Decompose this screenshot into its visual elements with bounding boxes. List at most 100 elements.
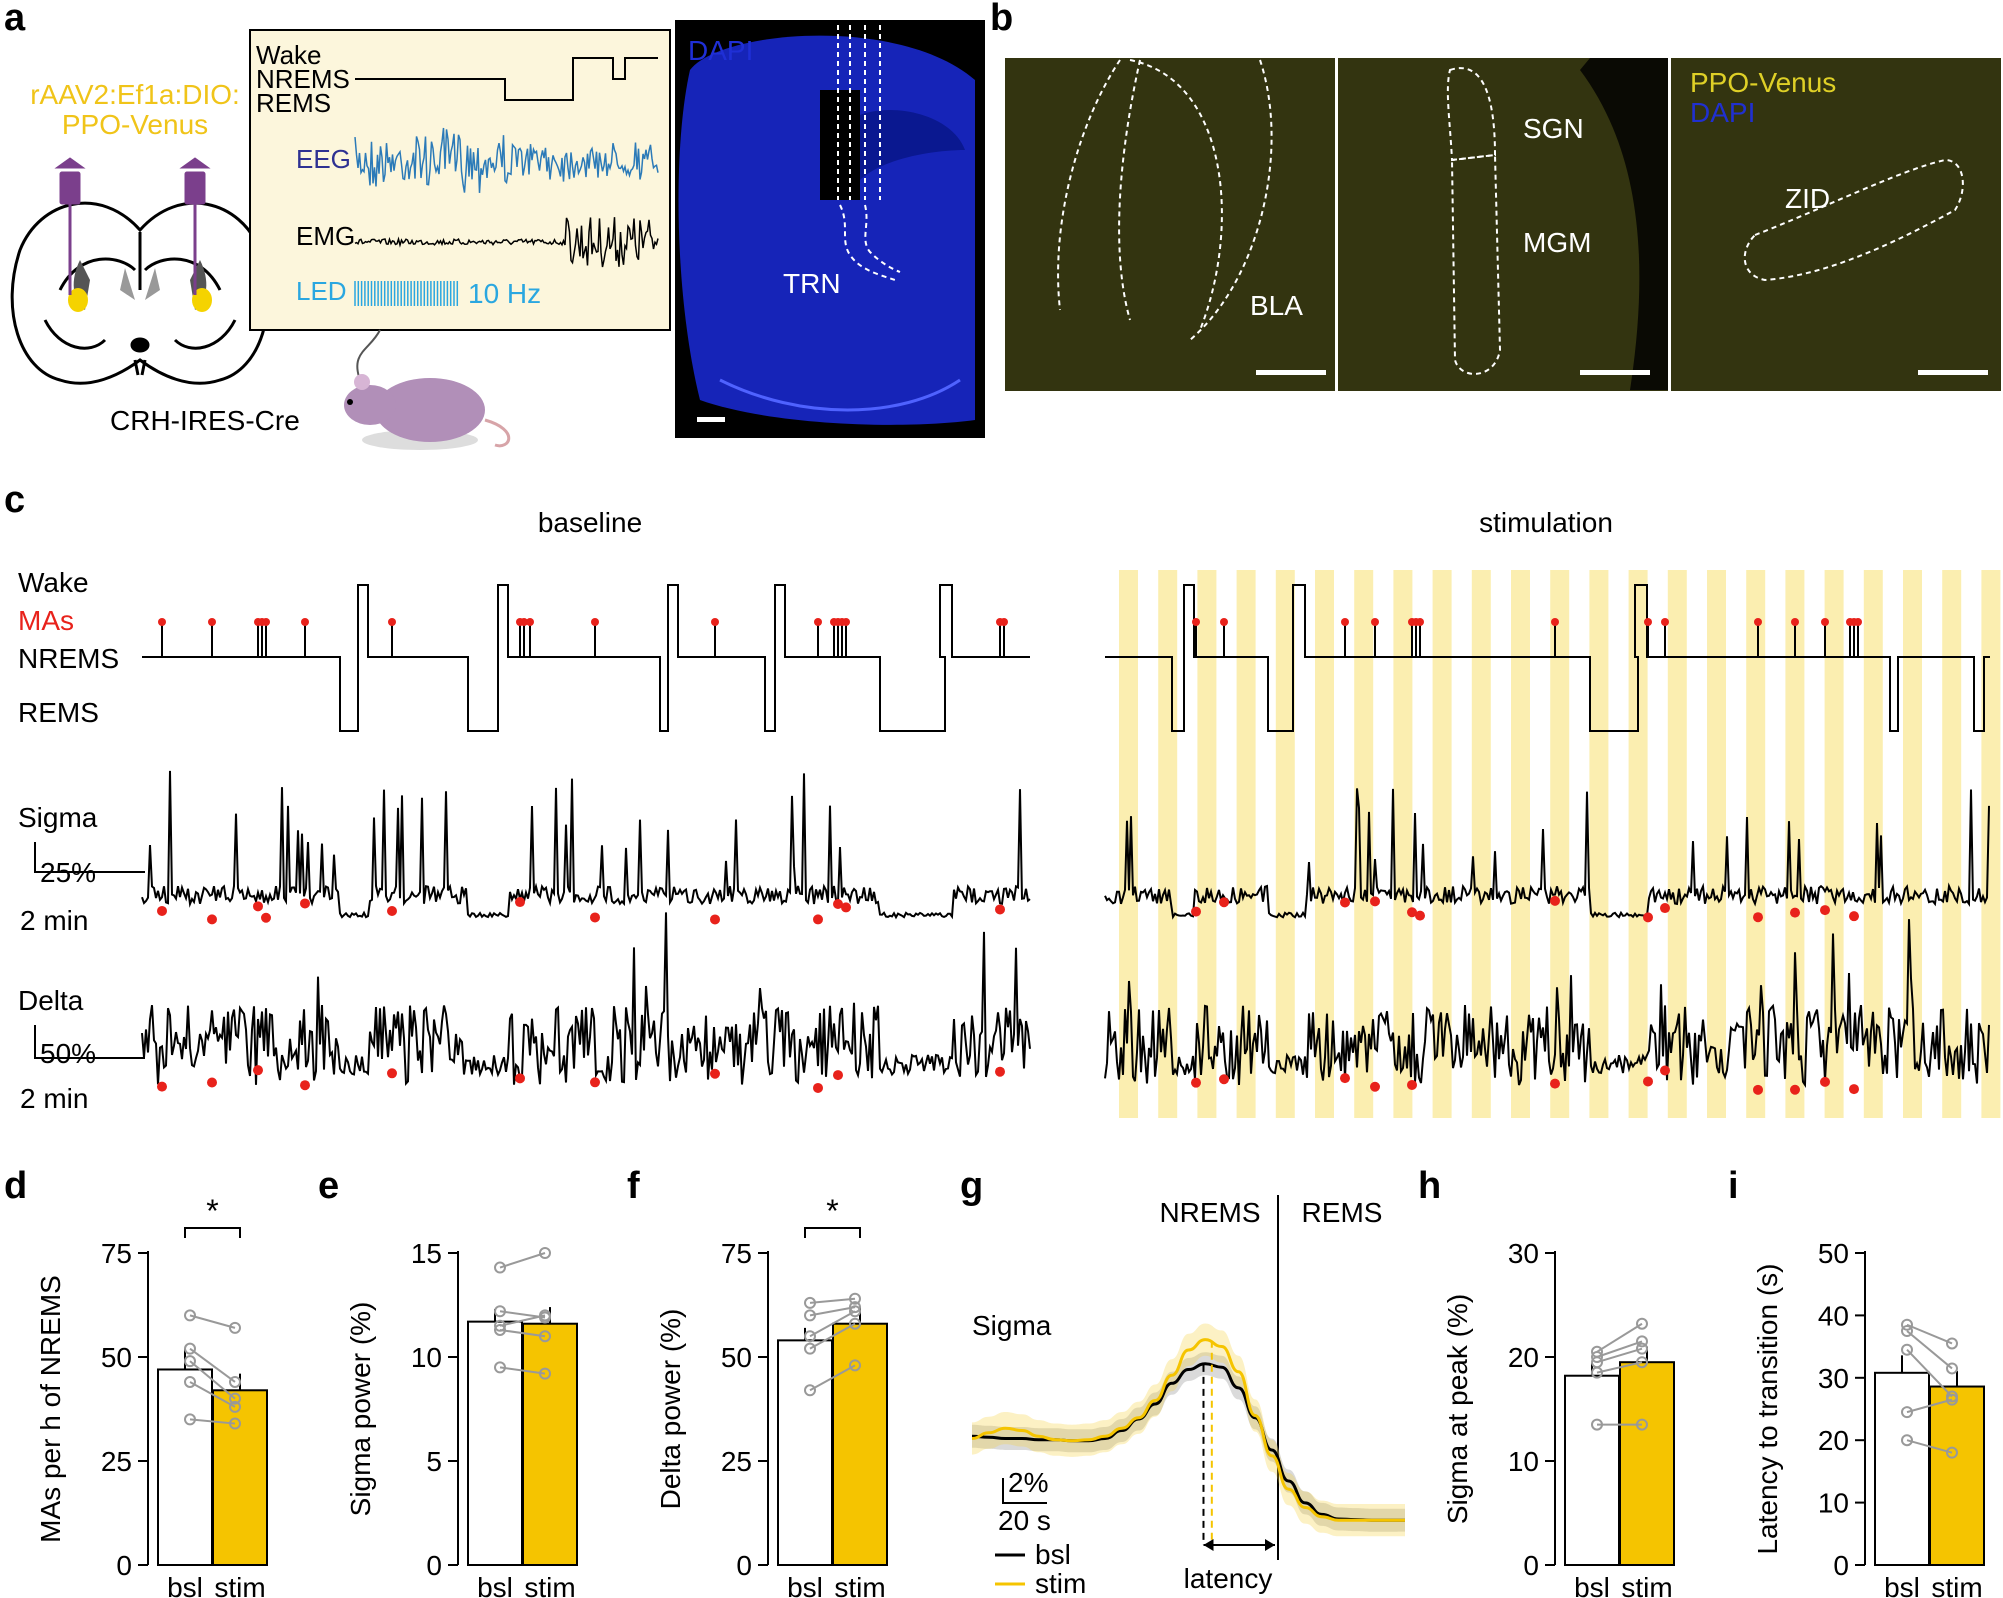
rec-led-label: LED (296, 276, 347, 306)
x-tick-label: stim (834, 1572, 885, 1598)
ma-marker (814, 618, 822, 626)
y-tick-label: 50 (1818, 1238, 1849, 1269)
ma-marker (1753, 1084, 1763, 1095)
data-point (1636, 1317, 1648, 1330)
sem-band-stim (972, 1323, 1405, 1537)
brain-schematic (10, 201, 270, 385)
paired-line (499, 1314, 546, 1327)
led-frequency: 10 Hz (468, 278, 541, 309)
histology-zid: PPO-Venus DAPI ZID (1671, 58, 2001, 391)
y-tick-label: 5 (426, 1446, 442, 1477)
ma-marker (1790, 1084, 1800, 1095)
ma-marker (388, 618, 396, 626)
ma-marker (1000, 618, 1008, 626)
venus-stain-label: PPO-Venus (1690, 67, 1836, 98)
bar-stim (832, 1322, 888, 1566)
data-point (804, 1309, 816, 1322)
data-point (539, 1247, 551, 1259)
x-tick-label: bsl (167, 1572, 203, 1598)
stim-band (1393, 570, 1413, 1118)
stim-band (1628, 570, 1648, 1118)
data-point (184, 1342, 196, 1355)
sem-band-bsl (972, 1352, 1405, 1532)
ma-marker (1550, 895, 1560, 906)
data-point (184, 1375, 196, 1388)
bar-bsl (467, 1320, 523, 1567)
significance-bracket (804, 1227, 861, 1238)
ma-marker (1820, 905, 1830, 916)
bar-chart-e: 0 5 10 15 Sigma power (%) bsl stim (345, 1238, 578, 1598)
ma-marker (995, 1066, 1005, 1077)
ma-marker (1416, 618, 1424, 626)
paired-line (499, 1328, 546, 1338)
ma-marker (1550, 1078, 1560, 1089)
bar-bsl (157, 1368, 213, 1566)
ma-marker (833, 1070, 843, 1081)
data-point (1591, 1418, 1603, 1431)
ma-marker (1849, 1084, 1859, 1095)
ma-marker (300, 898, 310, 909)
paired-line (499, 1366, 546, 1375)
y-tick-label: 15 (411, 1238, 442, 1269)
paired-line (809, 1364, 856, 1392)
ma-marker (1753, 912, 1763, 923)
ma-marker (157, 1081, 167, 1092)
data-point (804, 1342, 816, 1355)
stim-band (1863, 570, 1883, 1118)
trn-label: TRN (783, 268, 841, 299)
sigma-scalebar (34, 842, 145, 873)
power-trace (1104, 919, 1990, 1088)
bla-label: BLA (1250, 290, 1303, 321)
rec-rems-label: REMS (256, 88, 331, 118)
ma-marker (1660, 903, 1670, 914)
ma-marker (710, 914, 720, 925)
rec-nrems-label: NREMS (256, 64, 350, 94)
stimulation-bands (1119, 570, 2001, 1118)
data-point (849, 1305, 861, 1318)
bar-chart-i: 0 10 20 30 40 50 Latency to transition (s) bsl s… (1752, 1238, 1985, 1598)
y-tick-label: 30 (1818, 1363, 1849, 1394)
data-point (184, 1413, 196, 1426)
ma-marker (1790, 907, 1800, 918)
ma-marker (1643, 912, 1653, 923)
y-tick-label: 40 (1818, 1300, 1849, 1331)
ma-marker (591, 618, 599, 626)
stim-band (1981, 570, 2001, 1118)
ma-marker (207, 914, 217, 925)
eeg-trace (354, 127, 659, 193)
ma-marker (261, 912, 271, 923)
delta-label: Delta (18, 985, 84, 1016)
state-nrems-label: NREMS (18, 643, 119, 674)
y-tick-label: 20 (1508, 1342, 1539, 1373)
paired-line (189, 1418, 236, 1425)
paired-line (499, 1252, 546, 1269)
sigma-scale-label: 25% (40, 857, 96, 888)
data-point (1946, 1337, 1958, 1350)
y-tick-label: 25 (721, 1446, 752, 1477)
y-axis-label: Sigma power (%) (345, 1302, 376, 1517)
ma-marker (1219, 897, 1229, 908)
ma-marker (1220, 618, 1228, 626)
delta-time-scale: 2 min (20, 1083, 88, 1114)
data-point (1901, 1325, 1913, 1337)
data-point (1636, 1342, 1648, 1355)
ma-marker (1341, 618, 1349, 626)
x-tick-label: bsl (1574, 1572, 1610, 1598)
stim-band (1511, 570, 1530, 1118)
stim-band (1589, 570, 1609, 1118)
scale-bar (1918, 370, 1988, 375)
y-axis-label: Latency to transition (s) (1752, 1263, 1783, 1554)
state-ma-label: MAs (18, 605, 74, 636)
stim-band (1707, 570, 1726, 1118)
power-trace (141, 770, 1031, 920)
y-tick-label: 0 (1833, 1550, 1849, 1581)
sleep-traces (141, 584, 1990, 1095)
ma-marker (1340, 897, 1350, 908)
stim-band (1746, 570, 1766, 1118)
data-point (229, 1375, 241, 1388)
legend-label-bsl: bsl (1035, 1539, 1071, 1570)
ma-marker (253, 1065, 263, 1076)
ma-marker (590, 912, 600, 923)
emg-trace (354, 217, 659, 268)
